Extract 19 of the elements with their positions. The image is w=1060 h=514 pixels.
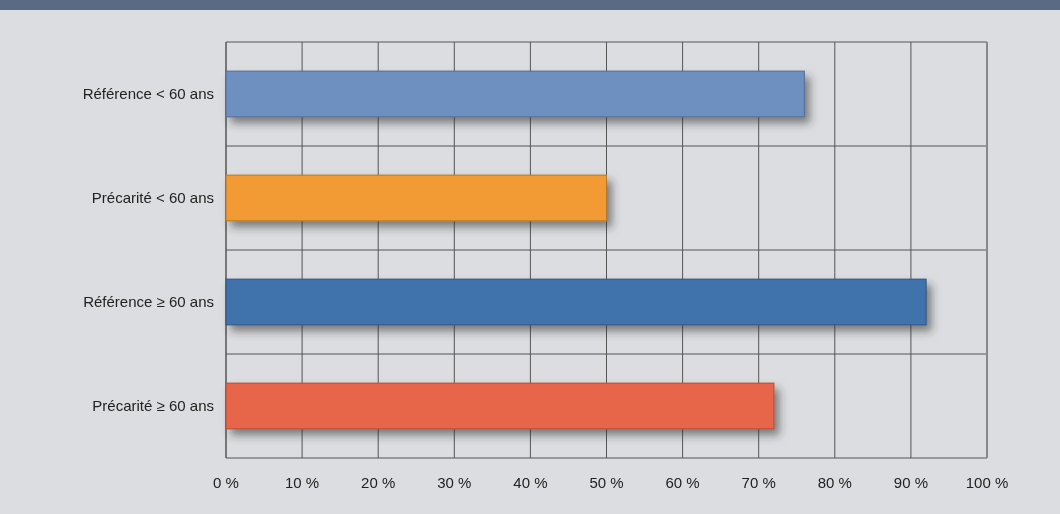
bar [225,278,927,326]
x-tick-label: 60 % [665,474,700,491]
x-tick-label: 80 % [817,474,852,491]
bar [225,70,805,118]
bar [225,174,607,222]
x-tick-label: 50 % [589,474,624,491]
x-tick-label: 30 % [437,474,472,491]
bar [225,382,775,430]
x-tick-label: 100 % [965,474,1009,491]
y-tick-label: Référence ≥ 60 ans [83,293,214,310]
x-tick-label: 0 % [213,474,239,491]
y-tick-label: Référence < 60 ans [82,85,214,102]
x-tick-label: 90 % [893,474,928,491]
y-tick-label: Précarité ≥ 60 ans [92,397,214,414]
x-tick-label: 40 % [513,474,548,491]
x-tick-label: 10 % [285,474,320,491]
x-tick-label: 70 % [741,474,776,491]
x-tick-label: 20 % [361,474,396,491]
y-tick-label: Précarité < 60 ans [91,189,214,206]
